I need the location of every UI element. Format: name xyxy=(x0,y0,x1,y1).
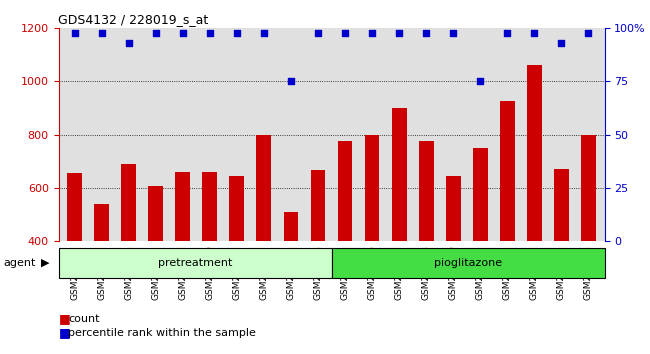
Point xyxy=(502,30,512,35)
Bar xyxy=(332,248,604,278)
Bar xyxy=(419,141,434,347)
Bar xyxy=(311,170,326,347)
Text: pretreatment: pretreatment xyxy=(158,258,232,268)
Text: ■: ■ xyxy=(58,312,70,325)
Point xyxy=(448,30,458,35)
Bar xyxy=(554,169,569,347)
Bar xyxy=(58,248,332,278)
Point xyxy=(529,30,539,35)
Text: ▶: ▶ xyxy=(41,258,49,268)
Bar xyxy=(446,176,461,347)
Point xyxy=(97,30,107,35)
Point xyxy=(259,30,269,35)
Point xyxy=(313,30,323,35)
Bar xyxy=(392,108,406,347)
Bar xyxy=(365,135,380,347)
Bar xyxy=(337,141,352,347)
Bar xyxy=(500,101,515,347)
Bar xyxy=(257,135,271,347)
Point xyxy=(556,40,566,46)
Bar xyxy=(68,173,82,347)
Point xyxy=(124,40,134,46)
Bar xyxy=(176,172,190,347)
Point xyxy=(205,30,215,35)
Bar xyxy=(122,164,136,347)
Bar xyxy=(148,186,163,347)
Point xyxy=(340,30,350,35)
Point xyxy=(421,30,432,35)
Point xyxy=(177,30,188,35)
Text: ■: ■ xyxy=(58,326,70,339)
Point xyxy=(231,30,242,35)
Bar xyxy=(473,148,488,347)
Text: count: count xyxy=(68,314,99,324)
Bar xyxy=(283,211,298,347)
Text: percentile rank within the sample: percentile rank within the sample xyxy=(68,328,256,338)
Point xyxy=(70,30,80,35)
Bar xyxy=(202,172,217,347)
Point xyxy=(151,30,161,35)
Bar xyxy=(526,65,541,347)
Point xyxy=(286,79,296,84)
Point xyxy=(367,30,377,35)
Bar xyxy=(94,204,109,347)
Bar xyxy=(581,135,595,347)
Bar xyxy=(229,176,244,347)
Point xyxy=(394,30,404,35)
Text: agent: agent xyxy=(3,258,36,268)
Point xyxy=(475,79,486,84)
Point xyxy=(583,30,593,35)
Text: GDS4132 / 228019_s_at: GDS4132 / 228019_s_at xyxy=(58,13,209,26)
Text: pioglitazone: pioglitazone xyxy=(434,258,502,268)
